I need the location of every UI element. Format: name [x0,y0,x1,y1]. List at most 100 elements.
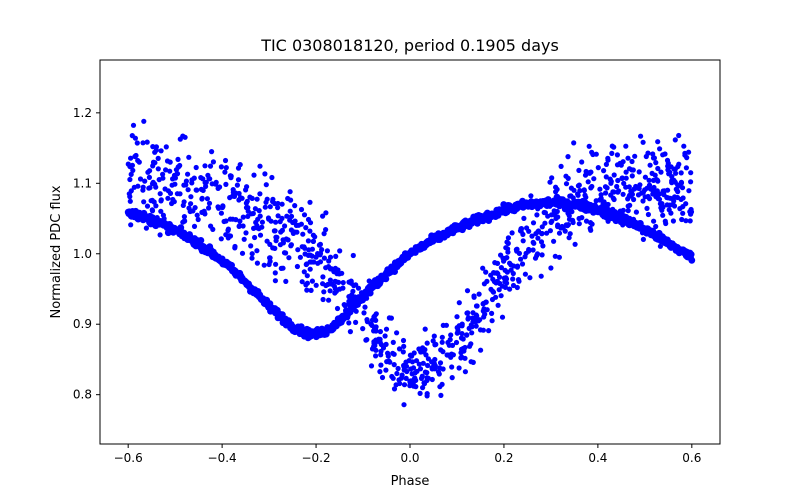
scatter-point [396,346,403,352]
scatter-point [444,352,450,358]
scatter-point [191,223,198,229]
scatter-point [489,296,496,303]
scatter-point [364,337,370,343]
scatter-point [526,228,532,234]
scatter-point [332,290,338,296]
scatter-point [222,169,228,175]
scatter-point [591,176,597,182]
scatter-point [534,251,541,257]
scatter-point [438,392,444,398]
scatter-point [378,352,384,358]
scatter-point [669,174,675,180]
scatter-point [601,168,607,174]
scatter-point [504,255,510,261]
scatter-point [529,233,535,239]
scatter-point [353,319,359,325]
scatter-point [399,372,405,378]
scatter-point [418,375,425,381]
scatter-point [473,323,479,329]
scatter-point [572,241,578,247]
scatter-point [203,183,209,189]
x-tick-label: 0.0 [400,451,419,465]
scatter-point [297,254,303,260]
scatter-point [530,247,536,253]
scatter-point [603,174,609,180]
scatter-point [688,206,694,213]
scatter-point [636,169,642,175]
scatter-point [676,161,682,167]
scatter-point [549,175,555,181]
scatter-point [127,163,133,169]
scatter-point [440,349,446,355]
scatter-point [669,178,675,184]
scatter-point [377,339,383,345]
scatter-point [200,176,206,182]
scatter-point [499,314,506,320]
scatter-point [425,362,431,369]
scatter-point [660,152,666,158]
scatter-point [437,360,444,366]
scatter-point [677,206,683,212]
scatter-point [251,172,257,178]
scatter-point [298,206,305,213]
scatter-point [272,228,278,234]
scatter-point [556,254,563,260]
scatter-point [603,161,610,167]
scatter-point [542,210,549,216]
scatter-point [307,266,313,272]
scatter-point [254,260,260,266]
scatter-point [146,185,152,191]
scatter-point [321,231,327,237]
scatter-point [379,374,386,381]
scatter-point [680,195,686,201]
scatter-point [625,208,631,214]
scatter-point [542,220,548,226]
scatter-point [275,205,281,211]
scatter-point [181,199,187,205]
scatter-point [131,184,137,190]
scatter-point [576,182,582,188]
scatter-point [653,223,659,230]
scatter-point [395,365,401,372]
scatter-point [394,370,400,377]
scatter-point [383,341,389,347]
scatter-point [394,330,400,336]
scatter-point [495,302,501,308]
scatter-point [514,284,520,291]
scatter-point [635,192,642,198]
scatter-point [351,283,357,289]
scatter-point [627,202,633,208]
scatter-point [655,139,661,145]
scatter-point [675,189,681,195]
scatter-point [304,273,310,279]
scatter-point [456,300,462,306]
scatter-point [530,220,537,226]
scatter-point [275,200,281,207]
scatter-point [449,351,455,357]
scatter-point [439,334,445,340]
scatter-point [553,215,559,221]
scatter-point [582,192,588,198]
scatter-point [604,185,610,191]
scatter-point [262,171,268,177]
scatter-point [257,213,263,219]
scatter-point [632,153,638,159]
scatter-point [497,280,503,287]
scatter-point [424,340,430,346]
scatter-point [663,220,669,227]
scatter-point [259,219,265,225]
scatter-point [637,182,643,188]
scatter-point [174,171,180,177]
scatter-point [447,337,453,343]
scatter-point [406,358,412,364]
scatter-point [127,176,133,183]
scatter-point [195,216,201,223]
scatter-point [209,149,215,155]
scatter-point [135,157,141,164]
scatter-point [273,219,279,225]
scatter-point [378,362,384,368]
scatter-point [429,376,435,383]
scatter-point [171,199,177,205]
y-axis-label: Normalized PDC flux [49,185,64,318]
